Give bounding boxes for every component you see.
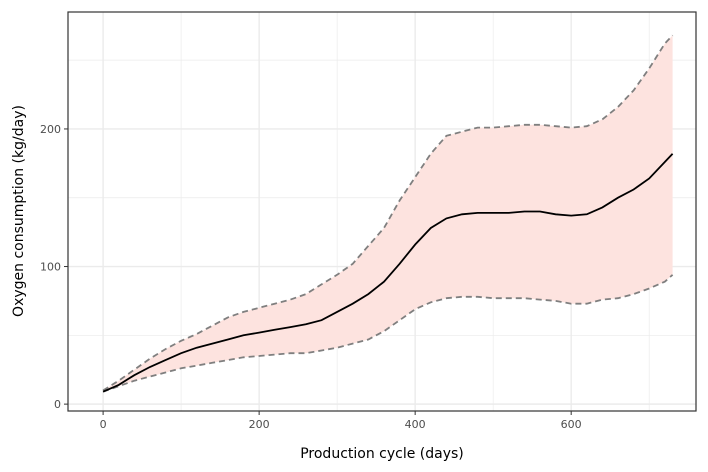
- x-axis-title: Production cycle (days): [300, 446, 464, 462]
- x-tick-label: 600: [561, 418, 582, 431]
- mean-line: [102, 153, 674, 393]
- y-axis: 0 100 200: [40, 123, 68, 411]
- confidence-ribbon: [103, 35, 673, 392]
- y-tick-label: 0: [54, 398, 61, 411]
- y-tick-label: 100: [40, 261, 61, 274]
- x-tick-label: 400: [405, 418, 426, 431]
- x-tick-label: 200: [249, 418, 270, 431]
- panel-border: [67, 11, 697, 412]
- upper-bound-line: [102, 34, 674, 392]
- x-axis: 0 200 400 600: [100, 411, 582, 431]
- y-tick-label: 200: [40, 123, 61, 136]
- x-tick-label: 0: [100, 418, 107, 431]
- y-axis-title: Oxygen consumption (kg/day): [11, 105, 27, 317]
